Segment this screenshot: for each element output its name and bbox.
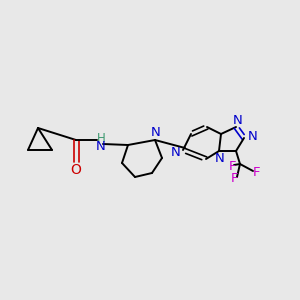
Text: N: N <box>215 152 225 166</box>
Text: N: N <box>248 130 258 143</box>
Text: N: N <box>151 127 161 140</box>
Text: F: F <box>252 166 260 178</box>
Text: N: N <box>171 146 181 158</box>
Text: F: F <box>228 160 236 172</box>
Text: N: N <box>96 140 106 154</box>
Text: H: H <box>97 131 105 145</box>
Text: O: O <box>70 163 81 177</box>
Text: F: F <box>231 172 239 184</box>
Text: N: N <box>233 113 243 127</box>
